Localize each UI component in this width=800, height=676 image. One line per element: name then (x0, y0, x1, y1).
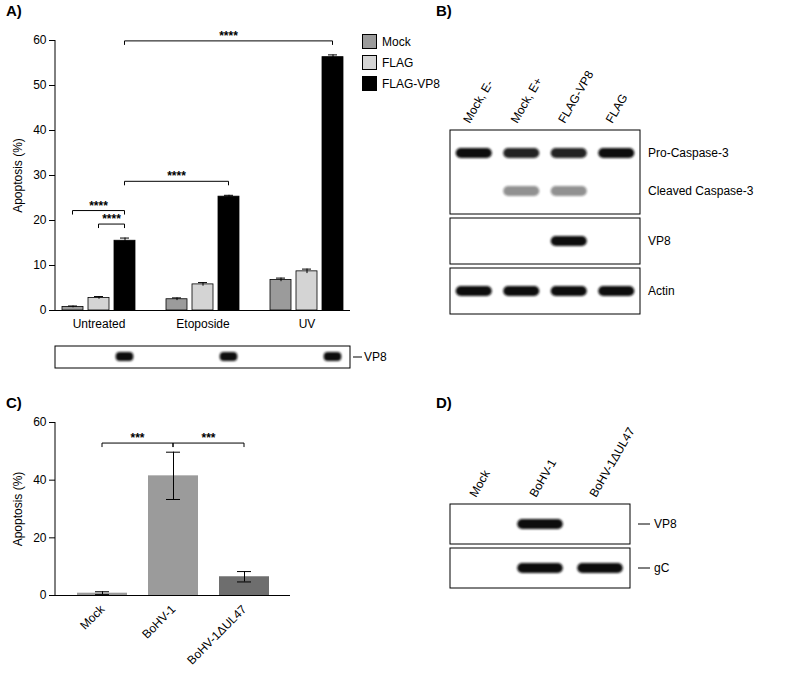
svg-text:0: 0 (40, 303, 47, 317)
svg-text:BoHV-1ΔUL47: BoHV-1ΔUL47 (184, 602, 249, 667)
html-text:C): C) (6, 394, 22, 411)
html-text:D): D) (436, 394, 452, 411)
svg-text:BoHV-1: BoHV-1 (526, 456, 559, 499)
svg-text:****: **** (167, 169, 186, 183)
svg-text:50: 50 (33, 78, 47, 92)
svg-text:60: 60 (33, 415, 47, 429)
svg-text:****: **** (89, 199, 108, 213)
svg-text:VP8: VP8 (648, 234, 671, 248)
svg-text:BoHV-1: BoHV-1 (139, 602, 178, 641)
svg-text:UV: UV (299, 317, 316, 331)
svg-text:***: *** (201, 431, 215, 445)
svg-text:gC: gC (654, 561, 670, 575)
svg-text:40: 40 (33, 123, 47, 137)
svg-text:40: 40 (33, 473, 47, 487)
html-text:B): B) (436, 2, 452, 19)
html-text:Mock: Mock (382, 34, 411, 49)
svg-text:Mock, E+: Mock, E+ (508, 75, 545, 126)
svg-text:Pro-Caspase-3: Pro-Caspase-3 (648, 146, 729, 160)
html-text:A): A) (6, 2, 22, 19)
svg-text:Actin: Actin (648, 284, 675, 298)
svg-text:10: 10 (33, 258, 47, 272)
html-text:FLAG: FLAG (382, 55, 414, 70)
svg-text:20: 20 (33, 531, 47, 545)
html-text:FLAG-VP8: FLAG-VP8 (382, 76, 440, 91)
svg-text:Mock: Mock (77, 602, 108, 633)
svg-text:VP8: VP8 (364, 350, 387, 364)
svg-text:60: 60 (33, 33, 47, 47)
svg-text:Apoptosis (%): Apoptosis (%) (11, 138, 25, 213)
svg-text:****: **** (102, 212, 121, 226)
svg-text:FLAG: FLAG (603, 91, 631, 125)
svg-text:VP8: VP8 (654, 517, 677, 531)
svg-text:Untreated: Untreated (73, 317, 126, 331)
svg-text:0: 0 (40, 588, 47, 602)
svg-text:Cleaved Caspase-3: Cleaved Caspase-3 (648, 184, 754, 198)
svg-text:BoHV-1ΔUL47: BoHV-1ΔUL47 (586, 425, 637, 500)
svg-text:30: 30 (33, 168, 47, 182)
svg-text:Mock, E-: Mock, E- (460, 77, 496, 125)
svg-text:Apoptosis (%): Apoptosis (%) (11, 472, 25, 547)
svg-text:***: *** (130, 431, 144, 445)
svg-text:Mock: Mock (466, 467, 493, 500)
svg-text:****: **** (219, 29, 238, 43)
svg-text:Etoposide: Etoposide (176, 317, 230, 331)
svg-text:FLAG-VP8: FLAG-VP8 (555, 68, 596, 126)
svg-text:20: 20 (33, 213, 47, 227)
